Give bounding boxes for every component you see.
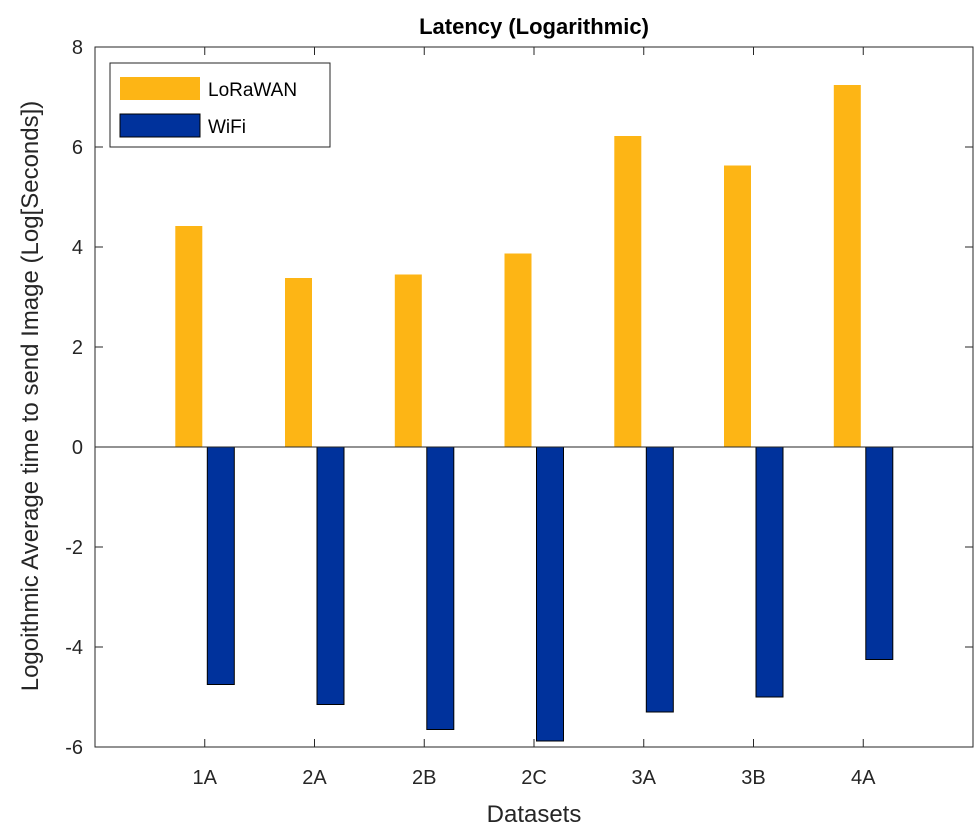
bar-lorawan-2b bbox=[394, 274, 422, 447]
y-tick-label: -6 bbox=[65, 737, 83, 759]
bar-lorawan-2a bbox=[285, 278, 312, 447]
plot-area bbox=[95, 47, 973, 747]
y-tick-label: 0 bbox=[72, 437, 83, 459]
x-tick-label: 4A bbox=[851, 767, 876, 789]
chart-title: Latency (Logarithmic) bbox=[419, 14, 649, 39]
y-tick-label: 8 bbox=[72, 37, 83, 59]
x-tick-label: 2B bbox=[412, 767, 436, 789]
x-tick-label: 1A bbox=[193, 767, 218, 789]
x-axis-title: Datasets bbox=[487, 801, 582, 828]
bar-lorawan-1a bbox=[175, 226, 203, 447]
legend-label-wifi: WiFi bbox=[208, 117, 246, 138]
bar-wifi-2b bbox=[426, 446, 455, 730]
bar-wifi-3a bbox=[645, 446, 674, 713]
bar-wifi-1a bbox=[206, 446, 235, 685]
y-tick-label: -4 bbox=[65, 637, 83, 659]
y-tick-label: 4 bbox=[72, 237, 83, 259]
bar-wifi-2a bbox=[316, 446, 345, 705]
bar-wifi-4a bbox=[865, 446, 894, 660]
legend-swatch-wifi bbox=[119, 113, 201, 138]
bar-wifi-2c bbox=[536, 446, 564, 742]
bar-lorawan-4a bbox=[833, 85, 861, 447]
legend-label-lorawan: LoRaWAN bbox=[208, 80, 297, 101]
y-axis-title: Logoithmic Average time to send Image (L… bbox=[17, 101, 44, 692]
legend-swatch-lorawan bbox=[120, 77, 200, 100]
x-tick-label: 2C bbox=[521, 767, 547, 789]
x-tick-label: 3B bbox=[741, 767, 765, 789]
bars bbox=[175, 85, 894, 742]
y-tick-label: 2 bbox=[72, 337, 83, 359]
y-tick-label: 6 bbox=[72, 137, 83, 159]
x-tick-label: 3A bbox=[632, 767, 657, 789]
y-tick-label: -2 bbox=[65, 537, 83, 559]
bar-wifi-3b bbox=[755, 446, 784, 698]
plot-background bbox=[95, 47, 973, 747]
tick-labels: -6 -4 -2 0 2 4 6 8 1A 2A 2B 2C 3A 3B 4A bbox=[65, 37, 973, 789]
x-tick-label: 2A bbox=[302, 767, 327, 789]
bar-lorawan-2c bbox=[504, 253, 532, 447]
legend: LoRaWAN WiFi bbox=[109, 62, 331, 148]
bar-lorawan-3b bbox=[724, 165, 751, 447]
bar-lorawan-3a bbox=[614, 136, 642, 447]
